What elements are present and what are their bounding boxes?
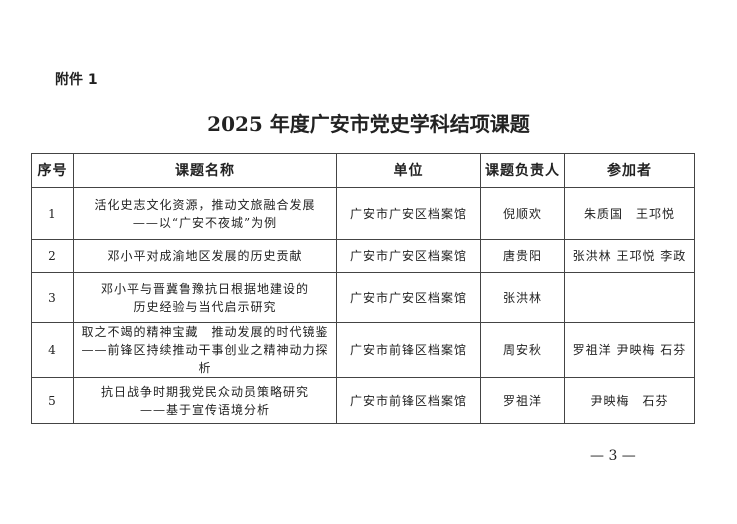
cell-lead: 罗祖洋: [480, 377, 565, 424]
name-line: ——前锋区持续推动干事创业之精神动力探析: [81, 343, 329, 375]
name-line: 抗日战争时期我党民众动员策略研究: [100, 384, 309, 399]
cell-no: 2: [31, 239, 74, 273]
cell-lead: 倪顺欢: [480, 187, 565, 240]
cell-no: 4: [31, 322, 74, 378]
cell-members: 朱质国 王邛悦: [564, 187, 695, 240]
projects-table: 序号 课题名称 单位 课题负责人 参加者 1 活化史志文化资源，推动文旅融合发展 —…: [31, 153, 695, 424]
name-line: 取之不竭的精神宝藏 推动发展的时代镜鉴: [81, 325, 329, 339]
name-line: 活化史志文化资源，推动文旅融合发展: [94, 197, 316, 212]
table-row: 4 取之不竭的精神宝藏 推动发展的时代镜鉴 ——前锋区持续推动干事创业之精神动力探析…: [31, 322, 695, 378]
header-unit: 单位: [336, 153, 481, 188]
cell-no: 5: [31, 377, 74, 424]
name-line: 邓小平对成渝地区发展的历史贡献: [107, 249, 303, 263]
cell-name: 邓小平对成渝地区发展的历史贡献: [73, 239, 337, 273]
cell-members: 张洪林 王邛悦 李政: [564, 239, 695, 273]
cell-lead: 唐贵阳: [480, 239, 565, 273]
table-row: 2 邓小平对成渝地区发展的历史贡献 广安市广安区档案馆 唐贵阳 张洪林 王邛悦 李政: [31, 239, 695, 273]
cell-unit: 广安市前锋区档案馆: [336, 322, 481, 378]
cell-members: 罗祖洋 尹映梅 石芬: [564, 322, 695, 378]
cell-no: 1: [31, 187, 74, 240]
table-row: 3 邓小平与晋冀鲁豫抗日根据地建设的 历史经验与当代启示研究 广安市广安区档案馆 张洪林: [31, 272, 695, 323]
name-line: ——以“广安不夜城”为例: [132, 215, 278, 230]
cell-name: 抗日战争时期我党民众动员策略研究 ——基于宣传语境分析: [73, 377, 337, 424]
cell-unit: 广安市广安区档案馆: [336, 187, 481, 240]
cell-unit: 广安市广安区档案馆: [336, 239, 481, 273]
table-row: 5 抗日战争时期我党民众动员策略研究 ——基于宣传语境分析 广安市前锋区档案馆 罗祖洋尹…: [31, 377, 695, 424]
cell-name: 活化史志文化资源，推动文旅融合发展 ——以“广安不夜城”为例: [73, 187, 337, 240]
cell-unit: 广安市广安区档案馆: [336, 272, 481, 323]
name-line: 历史经验与当代启示研究: [133, 299, 277, 314]
cell-name: 邓小平与晋冀鲁豫抗日根据地建设的 历史经验与当代启示研究: [73, 272, 337, 323]
cell-lead: 张洪林: [480, 272, 565, 323]
attachment-label: 附件 1: [55, 72, 98, 88]
document-title: 2025 年度广安市党史学科结项课题: [207, 112, 530, 136]
table-header: 序号 课题名称 单位 课题负责人 参加者: [31, 153, 695, 188]
cell-lead: 周安秋: [480, 322, 565, 378]
cell-members: [564, 272, 695, 323]
cell-no: 3: [31, 272, 74, 323]
header-members: 参加者: [564, 153, 695, 188]
table-row: 1 活化史志文化资源，推动文旅融合发展 ——以“广安不夜城”为例 广安市广安区档案馆倪…: [31, 187, 695, 240]
cell-unit: 广安市前锋区档案馆: [336, 377, 481, 424]
name-line: 邓小平与晋冀鲁豫抗日根据地建设的: [100, 281, 309, 296]
header-no: 序号: [31, 153, 74, 188]
cell-members: 尹映梅 石芬: [564, 377, 695, 424]
page-number: — 3 —: [590, 448, 636, 464]
cell-name: 取之不竭的精神宝藏 推动发展的时代镜鉴 ——前锋区持续推动干事创业之精神动力探析: [73, 322, 337, 378]
header-name: 课题名称: [73, 153, 337, 188]
header-lead: 课题负责人: [480, 153, 565, 188]
name-line: ——基于宣传语境分析: [139, 402, 270, 417]
